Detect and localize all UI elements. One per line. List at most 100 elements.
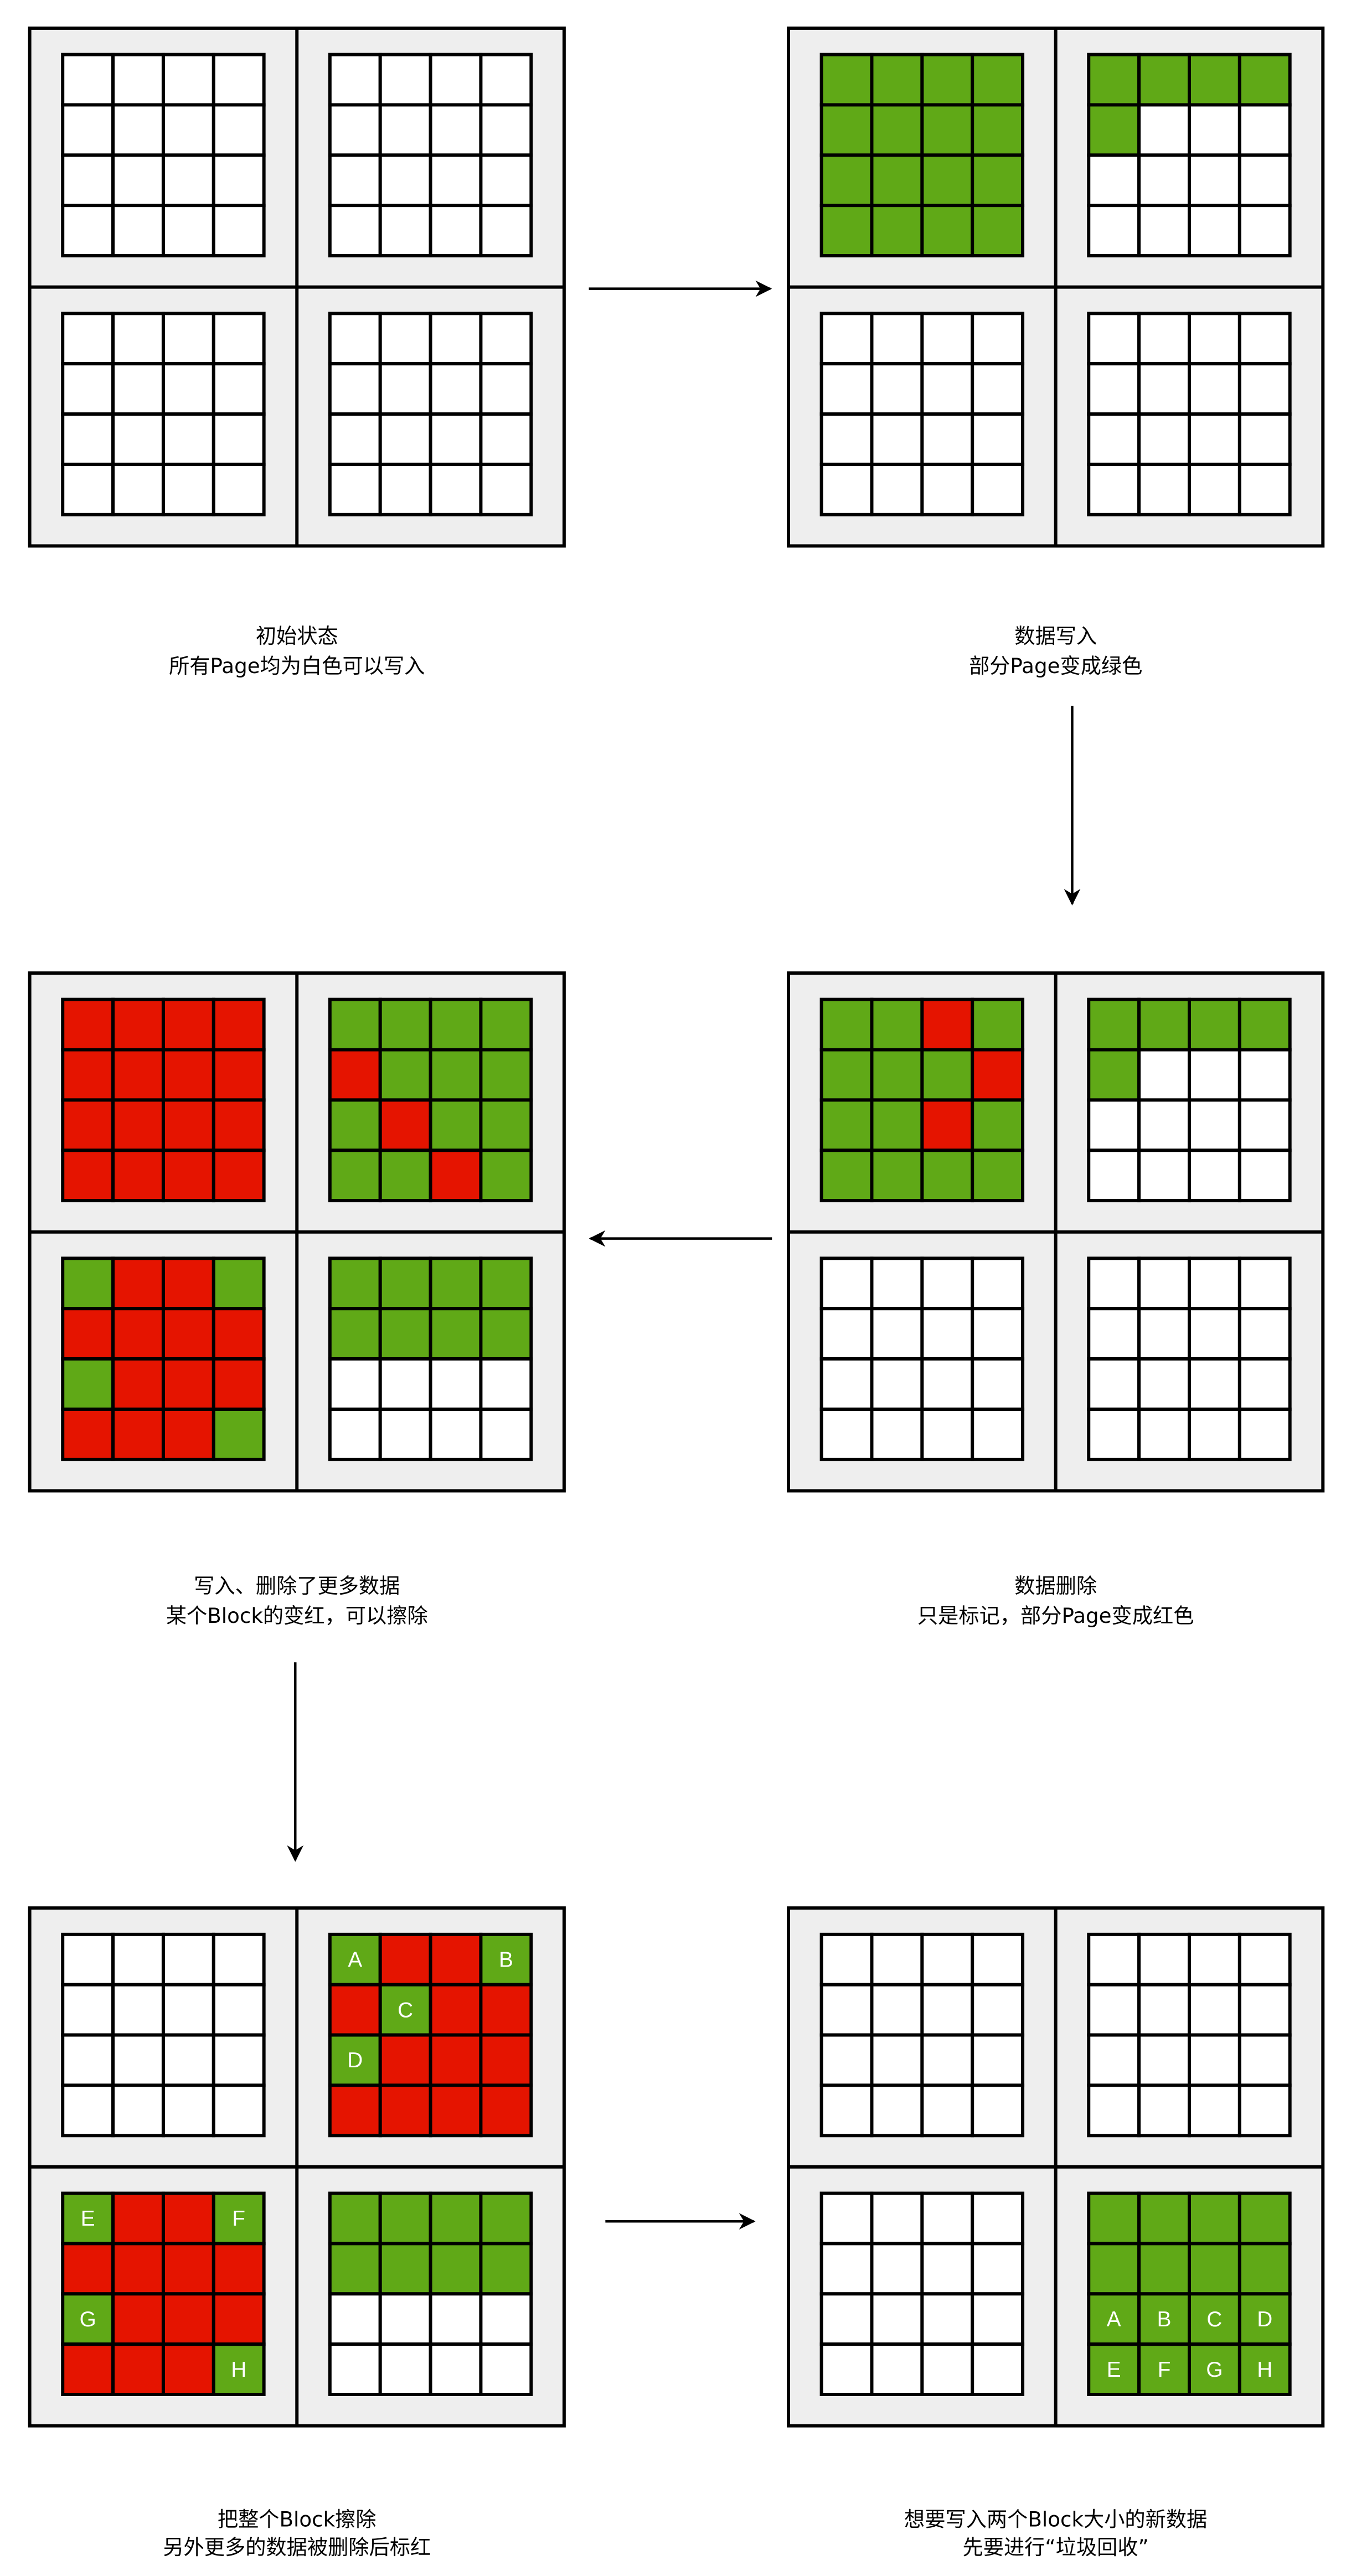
page-cell-free xyxy=(870,2342,924,2396)
page-cell-free xyxy=(971,1983,1025,2037)
page-cell-valid xyxy=(328,2242,382,2296)
page-label: B xyxy=(499,1948,513,1972)
page-cell-free xyxy=(161,1983,215,2037)
page-cell-free xyxy=(429,1407,483,1461)
page-cell-valid xyxy=(1237,2191,1292,2246)
page-cell-free xyxy=(1187,1256,1241,1311)
page-cell-free xyxy=(378,312,432,366)
page-cell-free xyxy=(971,1307,1025,1361)
page-cell-valid xyxy=(328,2191,382,2246)
page-cell-free xyxy=(1137,362,1191,416)
page-cell-free xyxy=(378,1357,432,1411)
page-cell-invalid xyxy=(429,1932,483,1987)
page-cell-valid xyxy=(479,2242,533,2296)
page-cell-free xyxy=(479,2292,533,2346)
page-cell-free xyxy=(819,2242,874,2296)
page-cell-invalid xyxy=(161,2342,215,2396)
page-cell-free xyxy=(161,1932,215,1987)
page-cell-free xyxy=(161,153,215,208)
page-cell-free xyxy=(870,1307,924,1361)
page-cell-free xyxy=(212,412,266,466)
page-cell-invalid xyxy=(378,1098,432,1152)
page-cell-valid xyxy=(1187,53,1241,107)
page-cell-free xyxy=(1237,153,1292,208)
page-cell-free xyxy=(920,1407,974,1461)
page-cell-free xyxy=(1187,1307,1241,1361)
page-cell-valid xyxy=(212,2191,266,2246)
page-cell-free xyxy=(161,312,215,366)
panel-caption-line: 只是标记，部分Page变成红色 xyxy=(917,1603,1194,1628)
page-cell-invalid xyxy=(111,2191,165,2246)
page-cell-free xyxy=(378,462,432,516)
panel-caption-line: 先要进行“垃圾回收” xyxy=(963,2535,1149,2559)
page-cell-invalid xyxy=(161,1307,215,1361)
page-cell-free xyxy=(920,1256,974,1311)
page-cell-free xyxy=(1137,204,1191,258)
page-label: H xyxy=(1257,2358,1272,2382)
page-cell-invalid xyxy=(161,1048,215,1102)
page-cell-free xyxy=(1137,2033,1191,2087)
page-label: G xyxy=(80,2308,96,2331)
page-cell-free xyxy=(212,204,266,258)
block xyxy=(61,53,266,258)
page-cell-free xyxy=(971,2191,1025,2246)
page-cell-free xyxy=(1087,2033,1141,2087)
page-cell-free xyxy=(819,462,874,516)
page-cell-free xyxy=(920,1932,974,1987)
page-cell-free xyxy=(1087,1983,1141,2037)
page-cell-valid xyxy=(920,53,974,107)
page-label: C xyxy=(398,1998,413,2022)
page-cell-free xyxy=(328,204,382,258)
page-cell-free xyxy=(971,1932,1025,1987)
page-cell-invalid xyxy=(161,2242,215,2296)
page-cell-free xyxy=(429,204,483,258)
page-cell-free xyxy=(161,53,215,107)
panel-caption-line: 另外更多的数据被删除后标红 xyxy=(163,2535,431,2559)
page-cell-valid xyxy=(920,1048,974,1102)
page-cell-free xyxy=(111,412,165,466)
page-cell-valid xyxy=(870,997,924,1052)
page-cell-valid xyxy=(479,1256,533,1311)
page-cell-invalid xyxy=(429,2033,483,2087)
page-cell-free xyxy=(1187,1357,1241,1411)
block xyxy=(328,312,533,516)
page-cell-free xyxy=(1187,462,1241,516)
page-label: G xyxy=(1206,2358,1223,2382)
page-cell-valid xyxy=(378,1256,432,1311)
page-cell-free xyxy=(429,2292,483,2346)
page-cell-free xyxy=(971,2342,1025,2396)
page-cell-free xyxy=(1187,1149,1241,1203)
page-cell-free xyxy=(819,2292,874,2346)
page-label: C xyxy=(1206,2308,1222,2331)
page-cell-valid xyxy=(870,204,924,258)
page-cell-invalid xyxy=(971,1048,1025,1102)
page-cell-free xyxy=(479,412,533,466)
page-cell-free xyxy=(328,53,382,107)
block xyxy=(1087,1932,1292,2138)
page-cell-free xyxy=(212,462,266,516)
page-cell-valid xyxy=(870,153,924,208)
page-cell-valid xyxy=(1237,53,1292,107)
page-cell-free xyxy=(1087,1256,1141,1311)
page-cell-invalid xyxy=(429,2083,483,2138)
page-cell-invalid xyxy=(212,2292,266,2346)
page-cell-invalid xyxy=(212,2242,266,2296)
panel-caption-line: 把整个Block擦除 xyxy=(218,2507,377,2531)
page-cell-valid xyxy=(328,1098,382,1152)
page-cell-free xyxy=(479,153,533,208)
page-cell-free xyxy=(1237,2083,1292,2138)
page-cell-free xyxy=(1187,312,1241,366)
page-cell-free xyxy=(479,1407,533,1461)
page-cell-free xyxy=(111,1932,165,1987)
page-cell-free xyxy=(1237,1256,1292,1311)
panel-caption-line: 想要写入两个Block大小的新数据 xyxy=(904,2507,1207,2531)
page-cell-free xyxy=(819,2342,874,2396)
page-cell-free xyxy=(870,2242,924,2296)
page-cell-free xyxy=(378,204,432,258)
page-label: F xyxy=(232,2207,245,2231)
page-cell-invalid xyxy=(161,997,215,1052)
page-cell-valid xyxy=(212,2342,266,2396)
block xyxy=(328,2191,533,2396)
